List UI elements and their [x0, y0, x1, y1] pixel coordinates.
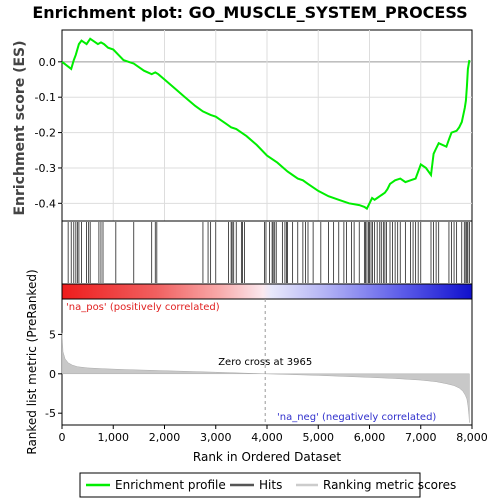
legend-label-hits: Hits	[259, 478, 282, 492]
positive-label: 'na_pos' (positively correlated)	[66, 302, 220, 313]
x-tick-label: 2,000	[149, 431, 181, 444]
legend-label-enrichment: Enrichment profile	[115, 478, 226, 492]
es-tick-label: -0.4	[35, 197, 56, 210]
es-tick-label: -0.1	[35, 91, 56, 104]
ranked-tick-label: -5	[45, 407, 56, 420]
es-y-ticks: 0.0 -0.1 -0.2 -0.3 -0.4	[35, 56, 62, 210]
x-tick-label: 7,000	[405, 431, 437, 444]
legend-label-ranking: Ranking metric scores	[323, 478, 456, 492]
x-axis-ticks: 0 1,000 2,000 3,000 4,000 5,000 6,000 7,000 8,00…	[59, 425, 488, 444]
ranked-panel-frame	[61, 298, 473, 426]
es-ylabel: Enrichment score (ES)	[12, 40, 28, 215]
ranked-y-ticks: 5 0 -5	[45, 328, 62, 420]
ranking-gradient-bar	[61, 283, 473, 300]
x-tick-label: 8,000	[456, 431, 488, 444]
ranked-tick-label: 0	[49, 368, 56, 381]
es-tick-label: -0.3	[35, 162, 56, 175]
es-tick-label: 0.0	[39, 56, 57, 69]
x-tick-label: 5,000	[303, 431, 335, 444]
x-tick-label: 1,000	[98, 431, 130, 444]
legend: Enrichment profile Hits Ranking metric s…	[79, 472, 456, 498]
x-axis-label: Rank in Ordered Dataset	[193, 450, 341, 464]
es-tick-label: -0.2	[35, 127, 56, 140]
x-tick-label: 3,000	[200, 431, 232, 444]
hits-panel-frame	[61, 220, 473, 285]
hits-lines	[67, 222, 470, 283]
negative-label: 'na_neg' (negatively correlated)	[277, 412, 436, 423]
chart-title: Enrichment plot: GO_MUSCLE_SYSTEM_PROCES…	[32, 3, 467, 22]
x-tick-label: 4,000	[251, 431, 283, 444]
zero-cross-label: Zero cross at 3965	[218, 357, 312, 368]
enrichment-profile-line	[61, 37, 471, 211]
ranked-ylabel: Ranked list metric (PreRanked)	[25, 269, 39, 454]
ranked-tick-label: 5	[49, 328, 56, 341]
x-tick-label: 6,000	[354, 431, 386, 444]
x-tick-label: 0	[59, 431, 66, 444]
ranking-metric-area	[61, 332, 470, 423]
